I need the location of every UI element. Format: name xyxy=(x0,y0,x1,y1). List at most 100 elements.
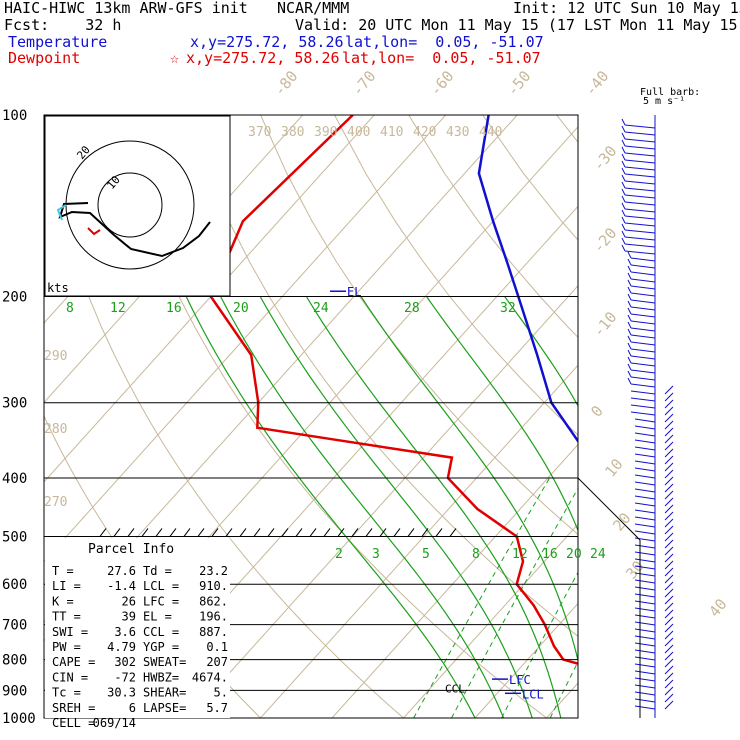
wind-barb-flag xyxy=(627,251,632,259)
pressure-label: 300 xyxy=(2,396,27,412)
parcel-info-key: EL = xyxy=(143,610,172,624)
wind-barb-flag xyxy=(664,693,674,703)
ccl-marker: CCL xyxy=(445,683,465,696)
isotherm-line xyxy=(403,523,578,718)
wind-barb xyxy=(630,376,656,381)
freezing-level-hatch xyxy=(393,528,401,537)
wind-barb-flag xyxy=(627,272,632,280)
parcel-info-key: CIN = xyxy=(52,670,88,684)
mixing-ratio-line xyxy=(673,478,740,718)
wind-barb xyxy=(634,698,656,703)
wind-barb-flag xyxy=(664,434,674,444)
isotherm-line xyxy=(546,682,578,718)
wind-barb-flag xyxy=(627,377,632,385)
wind-barb-flag xyxy=(621,160,626,168)
parcel-info-key: LCL = xyxy=(143,579,179,593)
level-marker-lfc: LFC xyxy=(509,673,531,687)
barb-legend-title: Full barb: xyxy=(640,87,700,98)
theta-label: 370 xyxy=(248,125,271,140)
isotherm-label: -20 xyxy=(589,224,620,256)
wind-barb-flag xyxy=(621,118,626,126)
parcel-info-key: Td = xyxy=(143,564,172,578)
model-title: HAIC-HIWC 13km ARW-GFS init xyxy=(4,0,248,17)
dewpoint-legend: Dewpoint xyxy=(8,49,81,67)
mixing-ratio-label: 20 xyxy=(233,301,249,316)
dry-adiabat xyxy=(631,115,740,718)
wind-barb-flag xyxy=(627,335,632,343)
wind-barb xyxy=(634,523,656,528)
wind-barb xyxy=(624,208,656,213)
wind-barb-flag xyxy=(621,125,626,133)
wind-barb-flag xyxy=(664,595,674,605)
moist-adiabat xyxy=(426,296,578,533)
mixing-ratio-label: 5 xyxy=(422,547,430,562)
wind-barb-flag xyxy=(664,462,674,472)
wind-barb xyxy=(624,180,656,185)
wind-barb xyxy=(634,418,656,423)
freezing-level-hatch xyxy=(183,528,191,537)
isotherm-line xyxy=(188,285,578,718)
wind-barb-flag xyxy=(664,665,674,675)
wind-barb-flag xyxy=(621,209,626,217)
parcel-info-key: LAPSE= xyxy=(143,701,186,715)
wind-barb xyxy=(624,222,656,227)
wind-barb-flag xyxy=(664,476,674,486)
wind-barb xyxy=(634,593,656,598)
pressure-label: 800 xyxy=(2,653,27,669)
wind-barb-flag xyxy=(621,237,626,245)
hodograph-trace-low xyxy=(87,227,101,236)
dry-adiabat xyxy=(260,115,578,536)
mixing-ratio-label: 12 xyxy=(110,301,126,316)
parcel-info-key: CELL = xyxy=(52,716,95,730)
wind-barb xyxy=(624,152,656,157)
wind-barb-flag xyxy=(664,567,674,577)
isotherm-label: -10 xyxy=(589,308,620,340)
wind-barb xyxy=(634,460,656,465)
theta-label: 430 xyxy=(446,125,469,140)
level-marker-lcl: LCL xyxy=(522,687,544,701)
parcel-info-value: 862. xyxy=(199,594,228,608)
isotherm-line xyxy=(331,443,578,718)
wind-barb xyxy=(630,257,656,262)
wind-barb-flag xyxy=(664,679,674,689)
mixing-ratio-label: 12 xyxy=(512,547,528,562)
dewpoint-marker-icon: ☆ xyxy=(170,49,180,67)
pressure-label: 500 xyxy=(2,529,27,545)
wind-barb xyxy=(630,264,656,269)
parcel-info-value: 26 xyxy=(122,594,136,608)
wind-barb-flag xyxy=(664,532,674,542)
temperature-trace xyxy=(477,115,578,444)
wind-barb xyxy=(630,369,656,374)
isotherm-label: 40 xyxy=(705,595,730,620)
wind-barb-flag xyxy=(664,518,674,528)
isotherm-label: -60 xyxy=(426,67,457,99)
wind-barb-flag xyxy=(664,483,674,493)
wind-barb-flag xyxy=(627,258,632,266)
wind-barb xyxy=(624,236,656,241)
wind-barb-flag xyxy=(664,651,674,661)
wind-barb-flag xyxy=(621,153,626,161)
wind-barb-flag xyxy=(664,455,674,465)
freezing-level-hatch xyxy=(351,528,359,537)
theta-label: 280 xyxy=(44,422,67,437)
dry-adiabat xyxy=(482,115,578,241)
wind-barb-flag xyxy=(627,314,632,322)
wind-barb xyxy=(634,495,656,500)
moist-adiabat xyxy=(504,296,578,408)
mixing-ratio-line xyxy=(549,660,578,718)
wind-barb xyxy=(634,579,656,584)
mixing-ratio-label: 3 xyxy=(372,547,380,562)
wind-barb xyxy=(634,530,656,535)
hodograph-axis-label: kts xyxy=(47,281,69,295)
isotherm-line xyxy=(690,115,740,718)
wind-barb-flag xyxy=(664,490,674,500)
theta-label: 380 xyxy=(281,125,304,140)
moist-adiabat xyxy=(732,297,740,719)
wind-barb xyxy=(630,285,656,290)
parcel-info-value: 3.6 xyxy=(114,625,136,639)
parcel-info-value: 23.2 xyxy=(199,564,228,578)
wind-barb-flag xyxy=(627,321,632,329)
wind-barb xyxy=(624,187,656,192)
wind-barb xyxy=(630,341,656,346)
